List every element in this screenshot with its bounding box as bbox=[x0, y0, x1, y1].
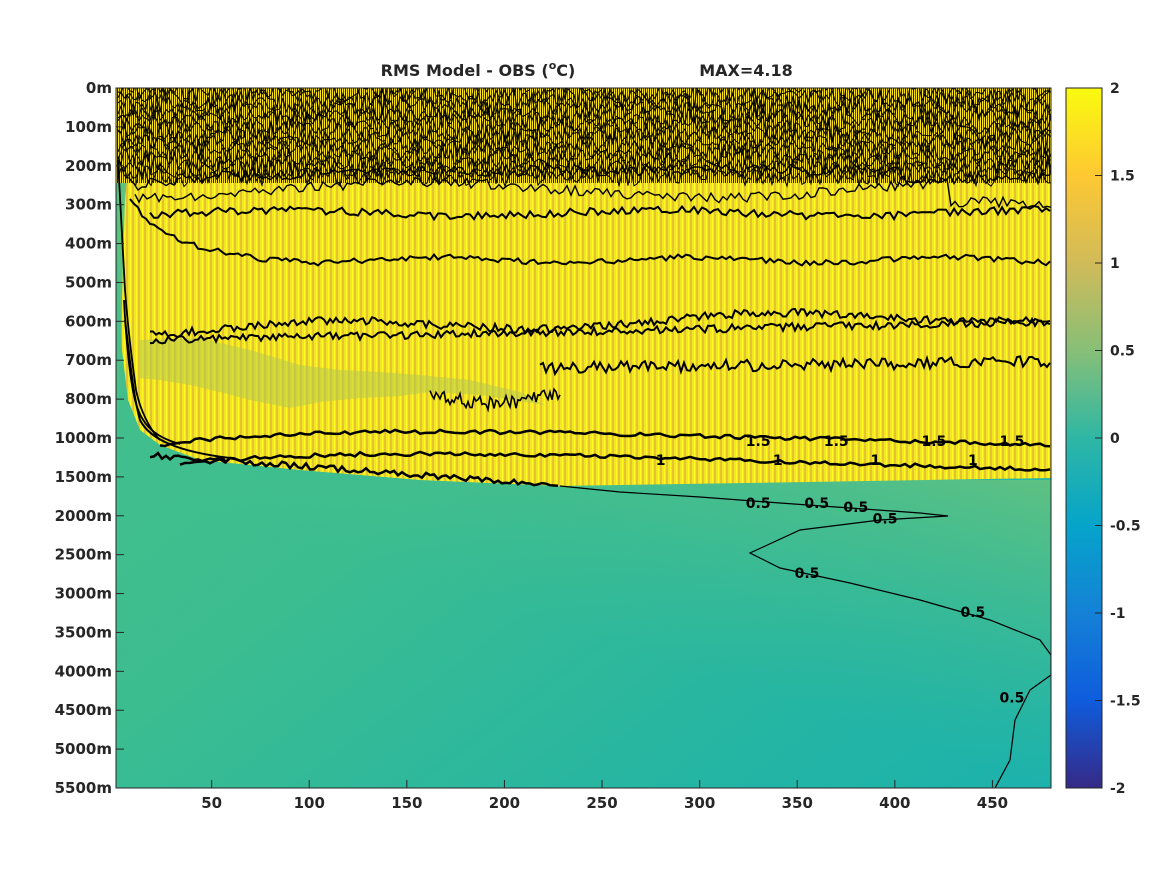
y-tick-label: 5500m bbox=[55, 779, 112, 797]
contour-label: 0.5 bbox=[843, 500, 868, 516]
contour-line bbox=[134, 176, 1051, 209]
y-tick-label: 3500m bbox=[55, 623, 112, 641]
contour-label: 0.5 bbox=[746, 496, 771, 512]
chart-title-text: RMS Model - OBS (oC) bbox=[381, 59, 576, 80]
y-axis: 0m 100m 200m 300m 400m 500m 600m 700m 800m 1000m 1… bbox=[55, 79, 124, 797]
y-tick-label: 2500m bbox=[55, 546, 112, 564]
y-tick-label: 5000m bbox=[55, 740, 112, 758]
plot-area: 1.5 1.5 1.5 1.51 1 1 10.5 0.5 0.50.50.50.50.5 bbox=[116, 88, 1051, 788]
y-tick-label: 500m bbox=[65, 273, 112, 291]
colorbar-tick-label: 0.5 bbox=[1110, 344, 1135, 360]
y-tick-label: 0m bbox=[86, 79, 112, 97]
x-tick-label: 400 bbox=[879, 794, 910, 812]
x-tick-label: 350 bbox=[782, 794, 813, 812]
colorbar-tick-label: 0 bbox=[1110, 431, 1120, 447]
x-tick-label: 300 bbox=[684, 794, 715, 812]
contour-line bbox=[117, 99, 1051, 123]
x-tick-label: 100 bbox=[294, 794, 325, 812]
colorbar-tick-label: -1 bbox=[1110, 606, 1126, 622]
contour-line bbox=[117, 159, 161, 441]
contour-line-1p5 bbox=[159, 428, 1051, 448]
contour-line bbox=[117, 112, 1051, 136]
x-axis: 50 100 150 200 250 300 350 400 450 bbox=[201, 780, 1008, 812]
contour-label: 1 bbox=[870, 453, 880, 469]
contour-line bbox=[117, 93, 1051, 117]
contour-label: 1.5 bbox=[1000, 434, 1025, 450]
y-tick-label: 300m bbox=[65, 196, 112, 214]
y-tick-label: 4000m bbox=[55, 662, 112, 680]
colorbar-tick-label: 2 bbox=[1110, 81, 1120, 97]
chart-title: RMS Model - OBS (oC) MAX=4.18 bbox=[381, 59, 793, 80]
y-tick-label: 100m bbox=[65, 118, 112, 136]
y-tick-label: 800m bbox=[65, 390, 112, 408]
contour-line bbox=[117, 106, 1051, 130]
y-tick-label: 2000m bbox=[55, 507, 112, 525]
contour-label: 0.5 bbox=[961, 605, 986, 621]
colorbar: 2 1.5 1 0.5 0 -0.5 -1 -1.5 -2 bbox=[1065, 81, 1141, 797]
contour-line bbox=[117, 132, 1051, 155]
colorbar-tick-label: 1.5 bbox=[1110, 169, 1135, 185]
y-tick-label: 3000m bbox=[55, 585, 112, 603]
colorbar-tick-label: -2 bbox=[1110, 781, 1126, 797]
contour-line bbox=[124, 319, 231, 459]
contour-label: 1 bbox=[656, 453, 666, 469]
contour-line bbox=[149, 204, 1051, 222]
colorbar-tick-label: -1.5 bbox=[1110, 694, 1141, 710]
y-tick-label: 400m bbox=[65, 235, 112, 253]
x-tick-label: 50 bbox=[201, 794, 222, 812]
contour-line bbox=[149, 316, 1051, 345]
contour-label: 1.5 bbox=[746, 434, 771, 450]
colorbar-tick-label: -0.5 bbox=[1110, 519, 1141, 535]
contour-line bbox=[117, 88, 1051, 110]
contour-line bbox=[539, 354, 1051, 377]
y-tick-label: 1000m bbox=[55, 429, 112, 447]
colorbar-tick-label: 1 bbox=[1110, 256, 1120, 272]
contour-line bbox=[150, 307, 1051, 338]
contour-label: 0.5 bbox=[1000, 690, 1025, 706]
contour-line bbox=[129, 162, 1051, 192]
y-tick-label: 200m bbox=[65, 157, 112, 175]
contour-label: 0.5 bbox=[795, 566, 820, 582]
deep-ocean-field-highlight bbox=[116, 480, 1051, 788]
contour-line-1 bbox=[179, 450, 1051, 472]
contour-line-0p5-deep bbox=[559, 485, 1051, 788]
y-tick-label: 1500m bbox=[55, 468, 112, 486]
contour-lines bbox=[117, 88, 1051, 788]
contour-label: 1.5 bbox=[824, 434, 849, 450]
x-tick-label: 150 bbox=[391, 794, 422, 812]
x-tick-label: 250 bbox=[586, 794, 617, 812]
contour-label: 0.5 bbox=[873, 512, 898, 528]
colorbar-ticks: 2 1.5 1 0.5 0 -0.5 -1 -1.5 -2 bbox=[1095, 81, 1141, 797]
chart-max-label: MAX=4.18 bbox=[699, 61, 793, 80]
contour-line bbox=[129, 198, 1051, 267]
contour-labels: 1.5 1.5 1.5 1.51 1 1 10.5 0.5 0.50.50.50.50.5 bbox=[656, 434, 1025, 707]
x-tick-label: 450 bbox=[977, 794, 1008, 812]
contour-line bbox=[429, 387, 561, 413]
contour-line bbox=[117, 151, 1051, 176]
lens-green-field bbox=[140, 338, 545, 408]
contour-line bbox=[117, 139, 1051, 163]
contour-line bbox=[117, 165, 1051, 188]
y-tick-label: 600m bbox=[65, 312, 112, 330]
contour-label: 1 bbox=[968, 453, 978, 469]
y-tick-label: 4500m bbox=[55, 701, 112, 719]
contour-label: 1 bbox=[773, 453, 783, 469]
contour-label: 0.5 bbox=[804, 496, 829, 512]
contour-line bbox=[117, 145, 1051, 169]
contour-label: 1.5 bbox=[921, 434, 946, 450]
contour-line-0p5 bbox=[149, 451, 559, 488]
contour-line bbox=[117, 88, 1051, 104]
y-tick-label: 700m bbox=[65, 351, 112, 369]
x-tick-label: 200 bbox=[489, 794, 520, 812]
